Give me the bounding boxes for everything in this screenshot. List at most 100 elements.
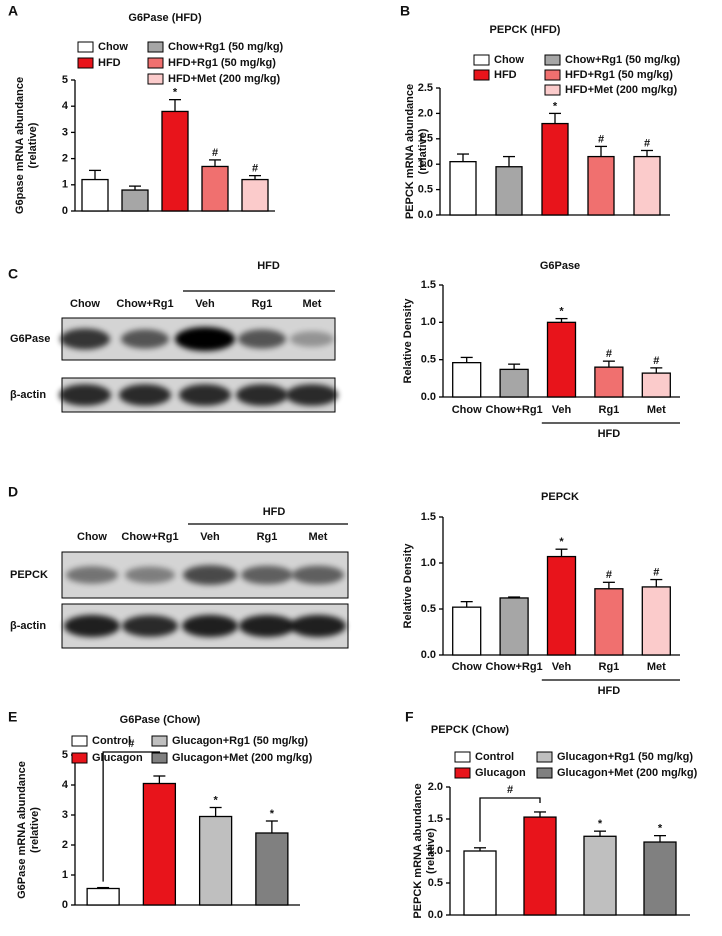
panel-letter: C [8, 266, 18, 282]
blot-band [119, 384, 171, 406]
y-tick-label: 2.0 [428, 781, 443, 793]
legend-swatch [473, 69, 490, 81]
blot-band [286, 384, 338, 406]
legend-label: Control [475, 751, 514, 763]
chart-title: G6Pase (HFD) [128, 12, 202, 24]
annotation: # [252, 163, 258, 175]
y-tick-label: 4 [62, 779, 69, 791]
x-tick-label: Chow [452, 404, 482, 416]
legend-swatch [151, 735, 168, 747]
legend-label: Glucagon [92, 752, 143, 764]
legend-swatch [147, 57, 164, 69]
annotation: * [553, 100, 558, 112]
x-tick-label: Chow [452, 661, 482, 673]
y-tick-label: 1.0 [428, 845, 443, 857]
x-tick-label: Met [647, 404, 666, 416]
lane-label: Rg1 [257, 531, 278, 543]
legend-label: HFD+Rg1 (50 mg/kg) [565, 69, 673, 81]
legend-swatch [536, 751, 553, 763]
annotation: # [606, 569, 612, 581]
legend-label: HFD+Rg1 (50 mg/kg) [168, 57, 276, 69]
blot-band [64, 614, 120, 638]
y-tick-label: 0.0 [428, 909, 443, 921]
panel-letter: B [400, 3, 410, 19]
legend-swatch [147, 73, 164, 85]
legend-swatch [147, 41, 164, 53]
bar [81, 178, 109, 212]
bar [449, 161, 477, 216]
legend-swatch [544, 69, 561, 81]
lane-label: Veh [200, 531, 220, 543]
y-tick-label: 2.5 [418, 82, 433, 94]
group-label: HFD [263, 506, 286, 518]
row-label: β-actin [10, 389, 46, 401]
y-axis-label: (relative) [425, 828, 437, 874]
y-axis-label: (relative) [417, 128, 429, 174]
blot-band [66, 566, 118, 584]
row-label: PEPCK [10, 569, 48, 581]
x-tick-label: Met [647, 661, 666, 673]
y-tick-label: 3 [62, 809, 68, 821]
y-axis-label: PEPCK mRNA abundance [412, 783, 424, 918]
bar [546, 321, 577, 398]
legend-label: Glucagon+Met (200 mg/kg) [172, 752, 313, 764]
lane-label: Chow [70, 298, 100, 310]
legend-swatch [71, 752, 88, 764]
legend-swatch [536, 767, 553, 779]
annotation: * [598, 818, 603, 830]
group-label: HFD [598, 428, 621, 440]
legend-swatch [77, 57, 94, 69]
legend-swatch [454, 767, 471, 779]
annotation: * [270, 808, 275, 820]
blot-band [122, 615, 178, 637]
bar [142, 782, 177, 906]
y-tick-label: 1 [62, 179, 68, 191]
chart-title: PEPCK [541, 491, 579, 503]
blot-band [60, 328, 110, 350]
annotation: # [212, 147, 218, 159]
y-tick-label: 0.5 [421, 603, 436, 615]
legend-label: Glucagon [475, 767, 526, 779]
y-tick-label: 1.0 [421, 557, 436, 569]
blot-band [175, 327, 235, 351]
y-axis-label: (relative) [27, 122, 39, 168]
panel-letter: F [405, 709, 414, 725]
bar [594, 588, 624, 656]
annotation: # [644, 137, 650, 149]
lane-label: Chow [77, 531, 107, 543]
y-tick-label: 1.0 [418, 158, 433, 170]
y-axis-label: G6pase mRNA abundance [14, 77, 26, 214]
y-tick-label: 0.0 [421, 391, 436, 403]
annotation: # [653, 566, 659, 578]
bar [201, 165, 229, 212]
y-tick-label: 3 [62, 126, 68, 138]
legend-swatch [544, 84, 561, 96]
lane-label: Chow+Rg1 [116, 298, 173, 310]
chart-title: G6Pase (Chow) [120, 714, 201, 726]
legend-label: Control [92, 735, 131, 747]
row-label: β-actin [10, 620, 46, 632]
y-tick-label: 0.5 [418, 184, 433, 196]
bar [241, 178, 269, 212]
bracket-label: # [507, 784, 513, 796]
lane-label: Met [303, 298, 322, 310]
panel-letter: D [8, 484, 18, 500]
bar [495, 166, 523, 216]
panel-letter: E [8, 709, 17, 725]
legend-label: Chow+Rg1 (50 mg/kg) [168, 41, 284, 53]
bar [587, 155, 615, 216]
legend-swatch [473, 54, 490, 66]
legend-label: HFD+Met (200 mg/kg) [168, 73, 280, 85]
y-axis-label: PEPCK mRNA abundance [404, 84, 416, 219]
blot-band [290, 331, 334, 347]
annotation: # [653, 355, 659, 367]
y-tick-label: 1.5 [421, 279, 436, 291]
blot-band [183, 565, 237, 585]
bar [463, 850, 497, 916]
group-label: HFD [257, 260, 280, 272]
bar [641, 372, 671, 398]
bar [633, 155, 661, 216]
legend-label: Chow+Rg1 (50 mg/kg) [565, 54, 681, 66]
bar [499, 368, 529, 398]
